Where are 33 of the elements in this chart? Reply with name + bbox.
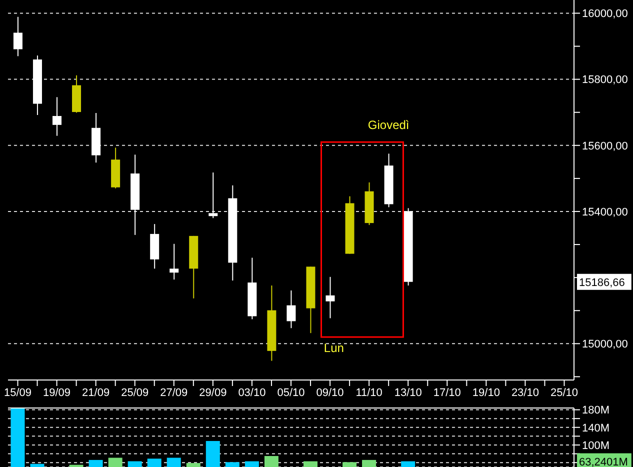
y-tick-label: 100M xyxy=(582,440,610,452)
text: 15186,66 xyxy=(579,276,625,289)
x-tick-label: 29/09 xyxy=(199,386,227,399)
x-tick-label: 19/09 xyxy=(43,386,71,399)
candlestick xyxy=(170,243,179,280)
candlestick xyxy=(52,96,62,136)
y-tick-label: 15400,00 xyxy=(582,206,628,218)
x-tick-label: 09/10 xyxy=(316,386,344,399)
x-tick-label: 27/09 xyxy=(160,386,188,399)
candlestick xyxy=(286,290,296,329)
x-tick-label: 15/09 xyxy=(4,386,32,399)
x-tick-label: 13/10 xyxy=(394,386,422,399)
candlestick xyxy=(208,172,218,219)
y-tick-label: 180M xyxy=(582,404,610,417)
x-tick-label: 23/10 xyxy=(511,386,539,399)
annotation: Lun xyxy=(324,340,344,355)
x-tick-label: 11/10 xyxy=(356,386,382,399)
x-tick-label: 21/09 xyxy=(82,386,110,399)
text: 63,2401M xyxy=(579,456,628,467)
x-tick-label: 03/10 xyxy=(238,386,266,399)
y-tick-label: 15000,00 xyxy=(582,338,628,351)
candlestick xyxy=(13,16,22,57)
candlestick xyxy=(326,276,335,319)
x-tick-label: 05/10 xyxy=(277,386,305,399)
y-tick-label: 140M xyxy=(582,422,610,434)
y-tick-label: 16000,00 xyxy=(582,8,628,20)
annotation: Giovedì xyxy=(368,118,410,132)
x-tick-label: 17/10 xyxy=(433,386,461,399)
y-tick-label: 15600,00 xyxy=(582,140,628,152)
x-tick-label: 25/09 xyxy=(121,386,149,399)
x-tick-label: 19/10 xyxy=(472,386,500,399)
x-tick-label: 25/10 xyxy=(550,386,578,399)
y-tick-label: 15800,00 xyxy=(582,74,628,86)
